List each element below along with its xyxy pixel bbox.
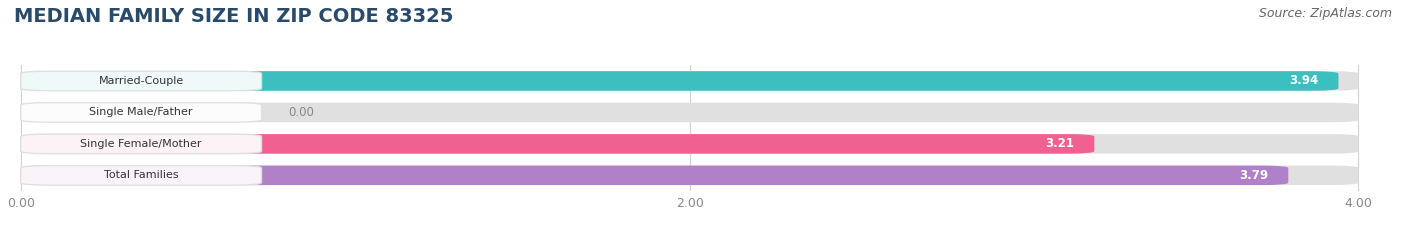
FancyBboxPatch shape — [21, 166, 1358, 185]
Text: 3.79: 3.79 — [1239, 169, 1268, 182]
FancyBboxPatch shape — [21, 166, 1288, 185]
FancyBboxPatch shape — [21, 134, 262, 154]
Text: Source: ZipAtlas.com: Source: ZipAtlas.com — [1258, 7, 1392, 20]
Text: Married-Couple: Married-Couple — [98, 76, 184, 86]
FancyBboxPatch shape — [21, 71, 1339, 91]
FancyBboxPatch shape — [21, 71, 1358, 91]
FancyBboxPatch shape — [21, 134, 1358, 154]
Text: MEDIAN FAMILY SIZE IN ZIP CODE 83325: MEDIAN FAMILY SIZE IN ZIP CODE 83325 — [14, 7, 453, 26]
FancyBboxPatch shape — [21, 71, 262, 91]
FancyBboxPatch shape — [21, 134, 1094, 154]
Text: 3.94: 3.94 — [1289, 75, 1319, 87]
FancyBboxPatch shape — [21, 166, 262, 185]
Text: 3.21: 3.21 — [1045, 137, 1074, 150]
Text: Single Female/Mother: Single Female/Mother — [80, 139, 202, 149]
FancyBboxPatch shape — [21, 103, 262, 122]
Text: 0.00: 0.00 — [288, 106, 314, 119]
FancyBboxPatch shape — [21, 103, 1358, 122]
Text: Single Male/Father: Single Male/Father — [90, 107, 193, 117]
Text: Total Families: Total Families — [104, 170, 179, 180]
